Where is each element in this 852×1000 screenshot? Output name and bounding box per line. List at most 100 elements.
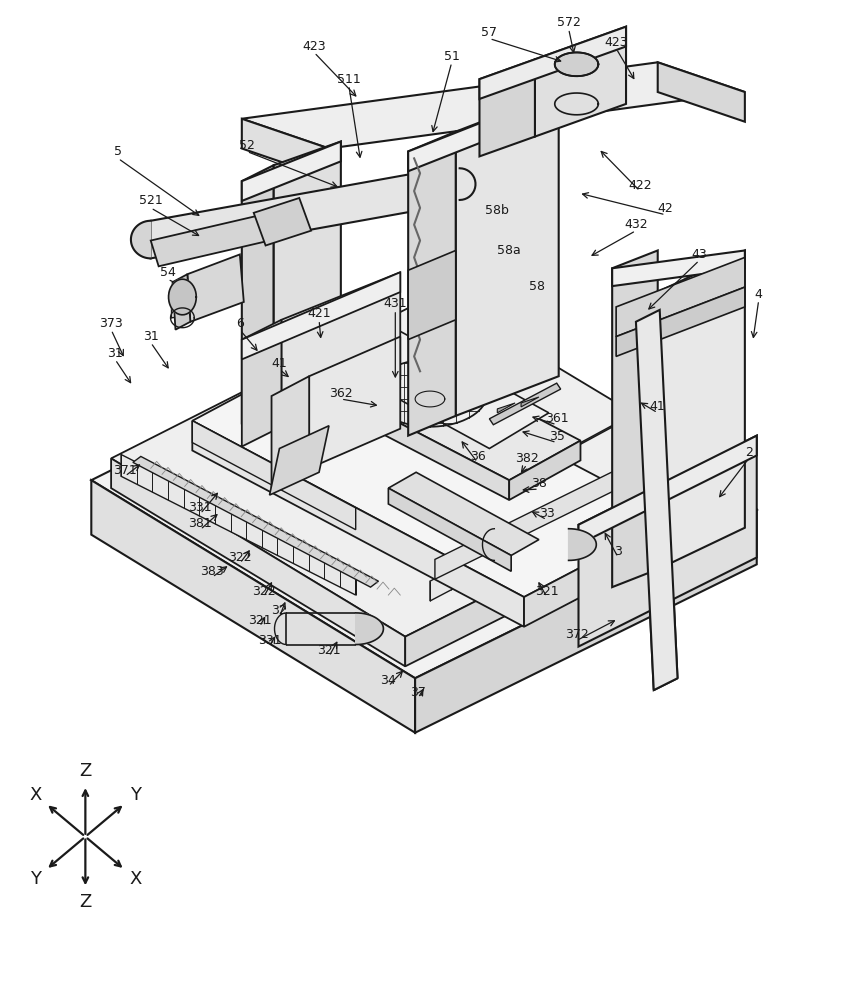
Text: 58b: 58b [485,204,509,217]
Polygon shape [509,441,580,500]
Text: 38: 38 [530,477,546,490]
Text: 57: 57 [481,26,497,39]
Polygon shape [388,488,510,571]
Polygon shape [111,294,731,637]
Text: 321: 321 [534,585,558,598]
Polygon shape [415,510,756,733]
Text: 372: 372 [564,628,588,641]
Polygon shape [405,472,731,666]
Polygon shape [479,27,625,99]
Text: Z: Z [79,762,91,780]
Text: 572: 572 [556,16,580,29]
Polygon shape [187,254,244,322]
Text: 423: 423 [603,36,627,49]
Polygon shape [296,369,509,500]
Polygon shape [388,472,538,555]
Text: 4: 4 [754,288,762,301]
Polygon shape [497,403,515,413]
Text: 421: 421 [307,307,331,320]
Text: 322: 322 [251,585,275,598]
Polygon shape [241,272,400,359]
Polygon shape [657,250,744,569]
Text: 35: 35 [548,430,564,443]
Text: 331: 331 [188,501,212,514]
Text: 33: 33 [538,507,554,520]
Text: 331: 331 [257,634,281,647]
Text: 511: 511 [337,73,360,86]
Polygon shape [615,257,744,337]
Text: Y: Y [130,786,141,804]
Polygon shape [91,310,756,678]
Polygon shape [408,403,653,538]
Polygon shape [521,397,538,407]
Polygon shape [151,215,269,266]
Polygon shape [578,436,756,545]
Polygon shape [241,165,273,423]
Polygon shape [241,320,281,447]
Text: 31: 31 [142,330,158,343]
Text: 41: 41 [271,357,287,370]
Polygon shape [479,59,534,156]
Text: 54: 54 [159,266,176,279]
Text: X: X [29,786,42,804]
Text: 32: 32 [271,604,287,617]
Polygon shape [241,62,744,148]
Polygon shape [192,421,523,627]
Polygon shape [615,287,744,356]
Text: 381: 381 [188,517,212,530]
Polygon shape [172,274,190,330]
Text: 41: 41 [649,400,665,413]
Text: 382: 382 [515,452,538,465]
Polygon shape [636,310,676,690]
Text: 5: 5 [114,145,122,158]
Polygon shape [308,337,400,468]
Text: 361: 361 [544,412,568,425]
Polygon shape [408,250,455,340]
Text: Y: Y [30,870,41,888]
Polygon shape [151,165,459,258]
Polygon shape [192,342,675,597]
Polygon shape [578,436,756,647]
Polygon shape [612,250,657,587]
Polygon shape [269,426,329,495]
Polygon shape [612,250,744,286]
Polygon shape [568,529,596,560]
Text: 371: 371 [113,464,136,477]
Text: 2: 2 [744,446,751,459]
Polygon shape [435,441,675,579]
Polygon shape [408,132,455,436]
Text: 383: 383 [200,565,224,578]
Text: 422: 422 [627,179,651,192]
Polygon shape [133,456,378,587]
Polygon shape [534,27,625,137]
Text: X: X [130,870,141,888]
Text: 6: 6 [236,317,244,330]
Text: 58a: 58a [497,244,521,257]
Text: 34: 34 [380,674,396,687]
Text: 58: 58 [528,280,544,293]
Text: 43: 43 [691,248,706,261]
Polygon shape [523,518,675,627]
Text: 51: 51 [443,50,459,63]
Text: 431: 431 [383,297,406,310]
Text: 36: 36 [469,450,485,463]
Polygon shape [271,376,308,488]
Polygon shape [253,198,311,246]
Polygon shape [455,92,558,416]
Polygon shape [408,92,558,171]
Polygon shape [241,119,329,178]
Text: 321: 321 [317,644,341,657]
Polygon shape [489,383,560,425]
Polygon shape [91,480,415,733]
Polygon shape [429,441,697,601]
Text: 322: 322 [227,551,251,564]
Text: 432: 432 [624,218,647,231]
Text: 37: 37 [410,686,425,699]
Polygon shape [554,52,597,76]
Polygon shape [325,324,548,449]
Text: 423: 423 [302,40,325,53]
Text: Z: Z [79,893,91,911]
Polygon shape [273,142,341,407]
Polygon shape [111,458,405,666]
Text: 3: 3 [613,545,621,558]
